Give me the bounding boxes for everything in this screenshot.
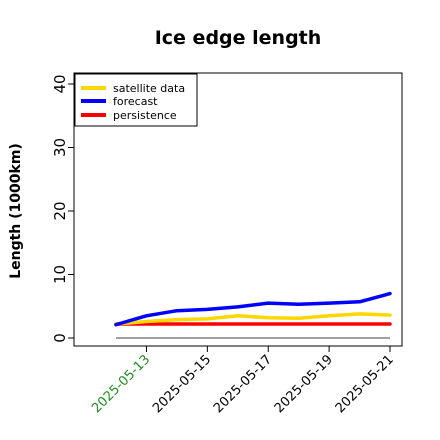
legend-label-persistence: persistence — [113, 109, 177, 122]
plot-frame — [73, 72, 403, 347]
y-axis-label: Length (1000km) — [8, 143, 24, 279]
y-tick-label: 0 — [51, 333, 69, 343]
legend-label-forecast: forecast — [113, 95, 158, 108]
legend-label-satellite: satellite data — [113, 82, 185, 95]
x-tick-label: 2025-05-17 — [211, 352, 275, 416]
y-tick-label: 20 — [51, 201, 69, 220]
chart-title: Ice edge length — [155, 27, 322, 49]
x-tick-label: 2025-05-13 — [89, 352, 153, 416]
x-tick-label: 2025-05-19 — [272, 352, 336, 416]
legend: satellite data forecast persistence — [74, 73, 198, 127]
plot-area — [114, 291, 392, 339]
series-line-forecast — [114, 291, 392, 327]
y-tick-label: 40 — [51, 74, 69, 93]
series-line-satellite-data — [114, 312, 392, 326]
x-tick-label: 2025-05-15 — [150, 352, 214, 416]
y-tick-label: 30 — [51, 138, 69, 157]
x-tick-label: 2025-05-21 — [333, 352, 397, 416]
y-tick-label: 10 — [51, 265, 69, 284]
